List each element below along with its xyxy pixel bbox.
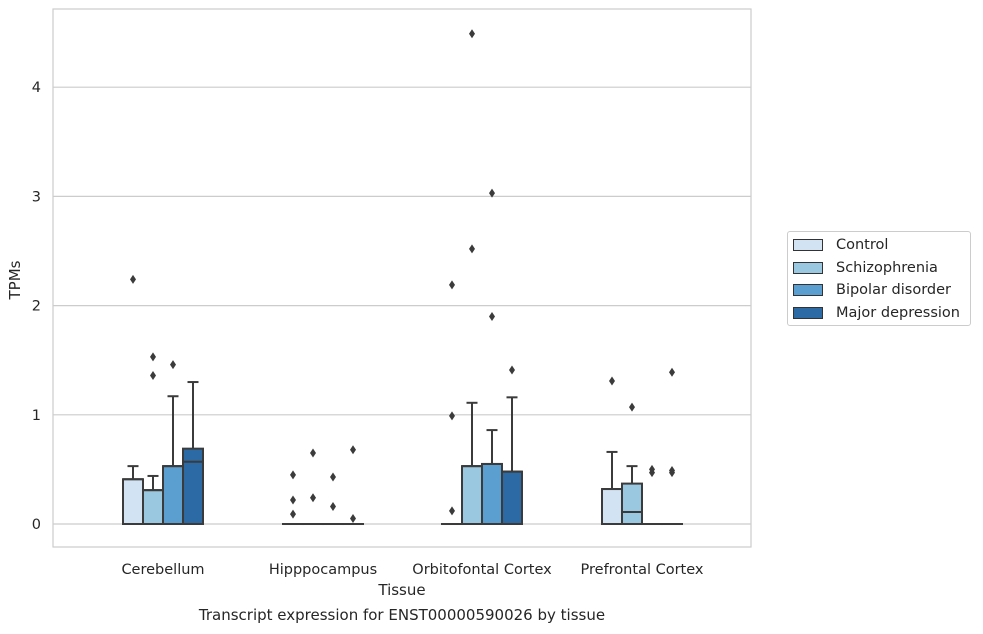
legend-item-bipolar: Bipolar disorder (793, 279, 951, 301)
x-tick-label: Orbitofontal Cortex (412, 562, 552, 578)
outlier-point (609, 376, 615, 386)
legend-label: Schizophrenia (836, 260, 938, 276)
y-tick-label: 4 (32, 80, 41, 96)
outlier-point (350, 445, 356, 455)
outlier-point (150, 352, 156, 362)
outlier-point (130, 274, 136, 284)
outlier-point (449, 411, 455, 421)
box (481, 462, 503, 526)
outlier-point (509, 365, 515, 375)
box (621, 482, 643, 526)
legend-swatch (793, 284, 823, 296)
x-tick-label: Cerebellum (121, 562, 204, 578)
x-tick-label: Hipppocampus (269, 562, 377, 578)
box (162, 465, 184, 525)
outlier-point (649, 464, 655, 474)
outlier-point (170, 360, 176, 370)
outlier-point (310, 448, 316, 458)
box (601, 488, 623, 525)
outlier-point (330, 472, 336, 482)
legend-label: Control (836, 237, 889, 253)
legend-swatch (793, 262, 823, 274)
x-axis-label: Tissue (377, 581, 425, 599)
box-series (122, 29, 683, 526)
legend-item-major-depression: Major depression (793, 302, 960, 324)
outlier-point (150, 370, 156, 380)
outlier-point (489, 188, 495, 198)
legend-item-control: Control (793, 234, 888, 256)
outlier-point (290, 470, 296, 480)
outlier-point (449, 280, 455, 290)
outlier-point (489, 312, 495, 322)
y-axis-label: TPMs (6, 260, 24, 300)
box (142, 489, 164, 526)
outlier-point (350, 514, 356, 524)
legend-label: Bipolar disorder (836, 282, 951, 298)
legend-swatch (793, 307, 823, 319)
y-axis-ticks: 0 1 2 3 4 (32, 80, 41, 533)
outlier-point (290, 509, 296, 519)
outlier-point (669, 367, 675, 377)
x-tick-label: Prefrontal Cortex (581, 562, 704, 578)
y-tick-label: 2 (32, 299, 41, 315)
outlier-point (310, 493, 316, 503)
y-tick-label: 0 (32, 517, 41, 533)
outlier-point (629, 402, 635, 412)
outlier-point (669, 465, 675, 475)
legend-swatch (793, 239, 823, 251)
x-axis-ticks: Cerebellum Hipppocampus Orbitofontal Corte… (121, 562, 703, 578)
box (182, 447, 204, 526)
legend: Control Schizophrenia Bipolar disorder M… (787, 231, 971, 326)
box (501, 470, 523, 526)
y-tick-label: 1 (32, 408, 41, 424)
outlier-point (330, 502, 336, 512)
figure-caption: Transcript expression for ENST0000059002… (198, 606, 606, 624)
plot-frame (52, 8, 752, 548)
outlier-point (469, 29, 475, 39)
box (122, 478, 144, 525)
outlier-point (469, 244, 475, 254)
legend-item-schizophrenia: Schizophrenia (793, 257, 938, 279)
box (461, 465, 483, 525)
gridlines (53, 86, 751, 525)
outlier-point (449, 506, 455, 516)
outlier-point (290, 495, 296, 505)
legend-label: Major depression (836, 305, 960, 321)
y-tick-label: 3 (32, 189, 41, 205)
